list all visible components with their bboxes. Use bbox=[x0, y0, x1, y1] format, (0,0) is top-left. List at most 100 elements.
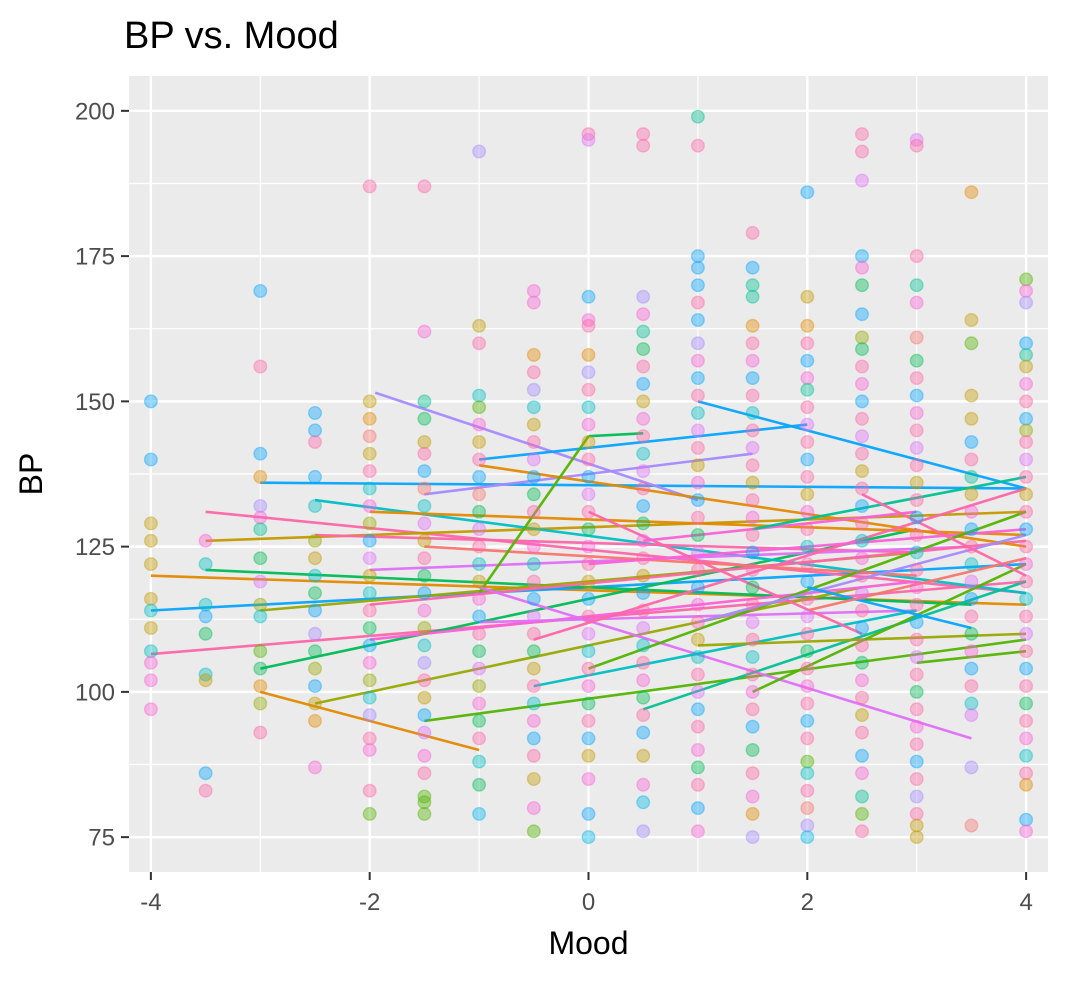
data-point bbox=[526, 487, 541, 502]
data-point bbox=[417, 748, 432, 763]
data-point bbox=[855, 359, 870, 374]
data-point bbox=[308, 469, 323, 484]
data-point bbox=[690, 702, 705, 717]
data-point bbox=[909, 371, 924, 386]
data-point bbox=[1019, 336, 1034, 351]
data-point bbox=[362, 603, 377, 618]
data-point bbox=[800, 289, 815, 304]
data-point bbox=[855, 551, 870, 566]
data-point bbox=[909, 388, 924, 403]
data-point bbox=[964, 626, 979, 641]
data-point bbox=[909, 806, 924, 821]
data-point bbox=[855, 394, 870, 409]
data-point bbox=[690, 562, 705, 577]
data-point bbox=[526, 801, 541, 816]
data-point bbox=[308, 406, 323, 421]
data-point bbox=[800, 417, 815, 432]
data-point bbox=[143, 621, 158, 636]
data-point bbox=[800, 626, 815, 641]
data-point bbox=[1019, 591, 1034, 606]
data-point bbox=[800, 452, 815, 467]
data-point bbox=[800, 336, 815, 351]
data-point bbox=[800, 504, 815, 519]
data-point bbox=[800, 400, 815, 415]
data-point bbox=[472, 557, 487, 572]
data-point bbox=[581, 696, 596, 711]
data-point bbox=[636, 621, 651, 636]
data-point bbox=[909, 830, 924, 845]
data-point bbox=[362, 586, 377, 601]
data-point bbox=[909, 475, 924, 490]
data-point bbox=[308, 760, 323, 775]
data-point bbox=[308, 603, 323, 618]
data-point bbox=[745, 719, 760, 734]
data-point bbox=[636, 516, 651, 531]
data-point bbox=[964, 452, 979, 467]
data-point bbox=[198, 626, 213, 641]
data-point bbox=[800, 435, 815, 450]
data-point bbox=[855, 533, 870, 548]
data-point bbox=[362, 690, 377, 705]
data-point bbox=[1019, 766, 1034, 781]
data-point bbox=[362, 655, 377, 670]
data-point bbox=[581, 748, 596, 763]
data-point bbox=[417, 179, 432, 194]
y-axis-label: BP bbox=[13, 453, 49, 496]
data-point bbox=[964, 696, 979, 711]
data-point bbox=[472, 388, 487, 403]
data-point bbox=[1019, 696, 1034, 711]
data-point bbox=[362, 533, 377, 548]
data-point bbox=[636, 568, 651, 583]
data-point bbox=[636, 481, 651, 496]
data-point bbox=[472, 731, 487, 746]
data-point bbox=[308, 568, 323, 583]
data-point bbox=[308, 499, 323, 514]
data-point bbox=[964, 644, 979, 659]
data-point bbox=[1019, 748, 1034, 763]
data-point bbox=[143, 644, 158, 659]
data-point bbox=[909, 330, 924, 345]
data-point bbox=[362, 429, 377, 444]
data-point bbox=[526, 591, 541, 606]
data-point bbox=[581, 487, 596, 502]
data-point bbox=[526, 644, 541, 659]
data-point bbox=[909, 493, 924, 508]
data-point bbox=[526, 539, 541, 554]
data-point bbox=[362, 481, 377, 496]
data-point bbox=[636, 690, 651, 705]
fit-line bbox=[533, 487, 1027, 641]
data-point bbox=[964, 661, 979, 676]
data-point bbox=[855, 376, 870, 391]
data-point bbox=[581, 539, 596, 554]
data-point bbox=[417, 806, 432, 821]
data-point bbox=[253, 679, 268, 694]
data-point bbox=[745, 336, 760, 351]
data-point bbox=[909, 353, 924, 368]
data-point bbox=[308, 696, 323, 711]
data-point bbox=[745, 766, 760, 781]
x-tick-label: 2 bbox=[801, 889, 814, 916]
data-point bbox=[526, 382, 541, 397]
data-point bbox=[800, 830, 815, 845]
data-point bbox=[1019, 347, 1034, 362]
data-point bbox=[526, 557, 541, 572]
data-point bbox=[636, 795, 651, 810]
data-point bbox=[143, 394, 158, 409]
data-point bbox=[800, 469, 815, 484]
data-point bbox=[855, 481, 870, 496]
data-point bbox=[308, 661, 323, 676]
fit-line bbox=[643, 510, 917, 543]
data-point bbox=[417, 551, 432, 566]
data-point bbox=[1019, 557, 1034, 572]
data-point bbox=[198, 673, 213, 688]
data-point bbox=[745, 475, 760, 490]
fit-line bbox=[205, 568, 972, 606]
data-point bbox=[855, 621, 870, 636]
data-point bbox=[308, 713, 323, 728]
data-point bbox=[472, 609, 487, 624]
data-point bbox=[362, 783, 377, 798]
data-point bbox=[362, 499, 377, 514]
data-point bbox=[690, 249, 705, 264]
data-point bbox=[745, 806, 760, 821]
data-point bbox=[909, 562, 924, 577]
